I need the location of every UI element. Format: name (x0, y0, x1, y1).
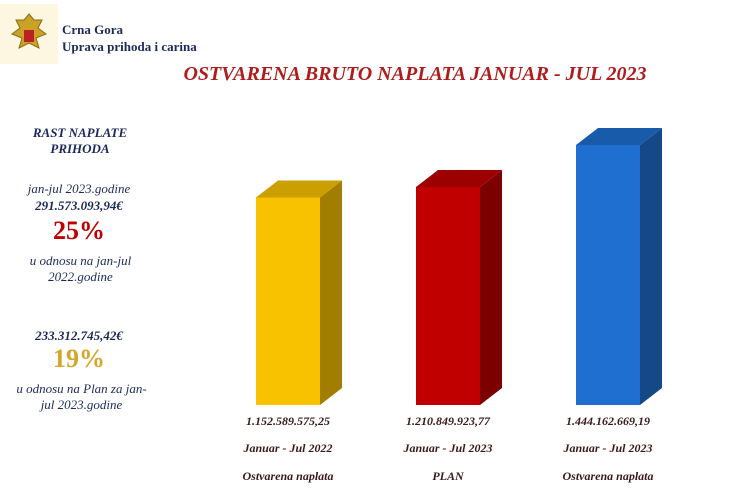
percent: 19% (53, 344, 105, 373)
bar-top (256, 180, 342, 198)
x-tick-label: Januar - Jul 2023 (562, 441, 652, 455)
bar-side (640, 128, 662, 405)
value-label: 1.444.162.669,19 (566, 414, 650, 428)
category-note: Ostvarena naplata (562, 469, 653, 483)
percent: 25% (53, 216, 105, 245)
bar (416, 187, 480, 405)
bar (256, 197, 320, 405)
x-tick-label: Januar - Jul 2022 (242, 441, 332, 455)
category-note: Ostvarena naplata (242, 469, 333, 483)
value-label: 1.210.849.923,77 (406, 414, 491, 428)
note: u odnosu na jan-jul 2022.godine (29, 253, 132, 284)
bar-side (480, 170, 502, 405)
bar (576, 145, 640, 405)
x-tick-label: Januar - Jul 2023 (402, 441, 492, 455)
country: Crna Gora (62, 22, 124, 37)
value-label: 1.152.589.575,25 (246, 414, 330, 428)
chart-title: OSTVARENA BRUTO NAPLATA JANUAR - JUL 202… (183, 63, 646, 85)
amount: 291.573.093,94€ (35, 198, 123, 213)
bar-top (416, 170, 502, 188)
period: jan-jul 2023.godine (27, 181, 131, 196)
note: u odnosu na Plan za jan-jul 2023.godine (16, 381, 147, 412)
bar-side (320, 180, 342, 405)
category-note: PLAN (432, 469, 465, 483)
amount: 233.312.745,42€ (35, 328, 123, 343)
bar-top (576, 128, 662, 145)
logo (0, 4, 58, 64)
panel-title: RAST NAPLATE PRIHODA (32, 125, 128, 156)
agency: Uprava prihoda i carina (62, 39, 197, 54)
